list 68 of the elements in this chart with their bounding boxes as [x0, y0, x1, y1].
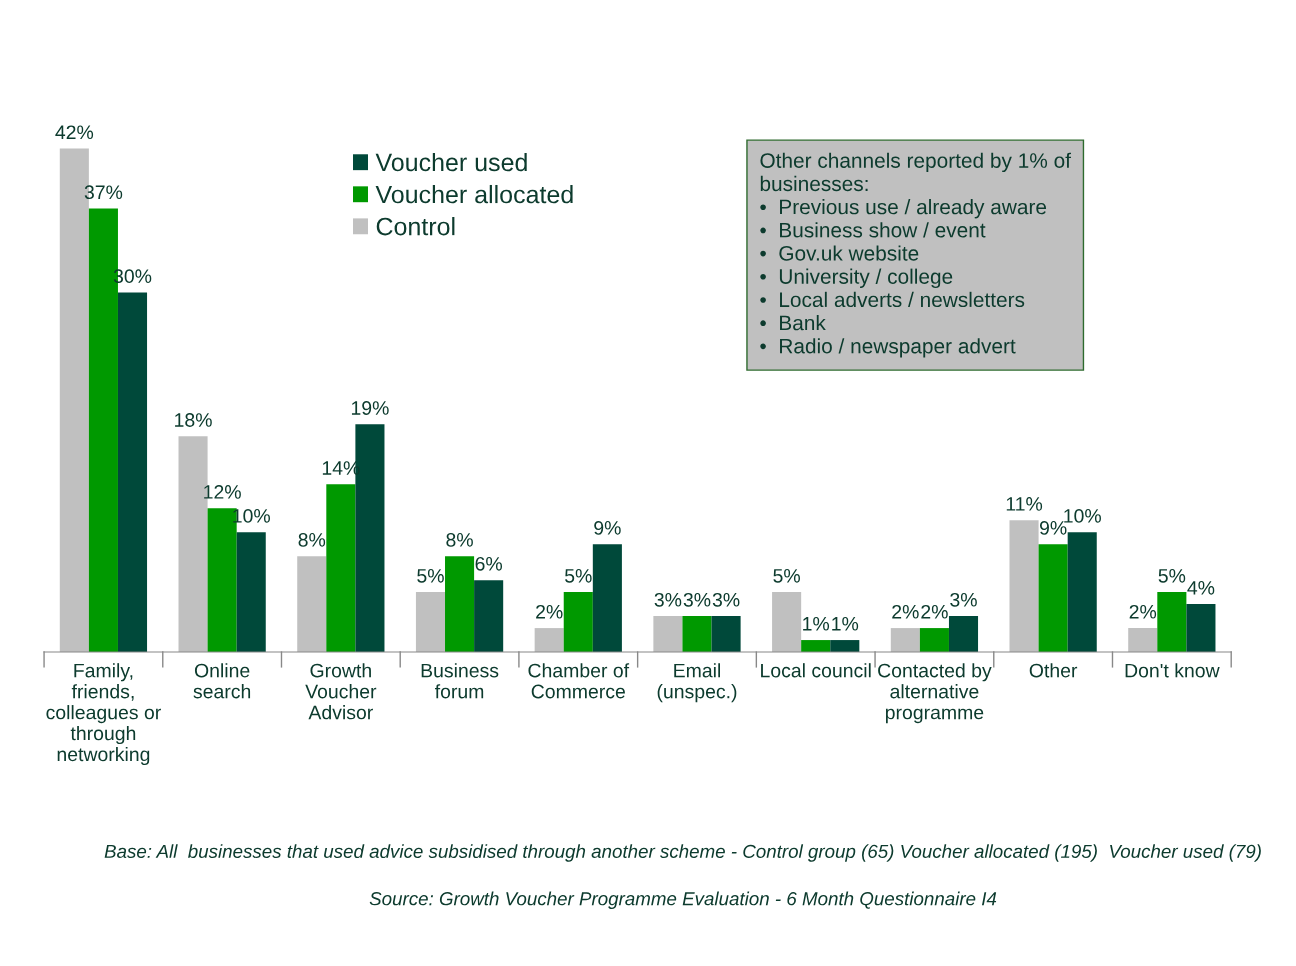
- data-label: 2%: [536, 604, 563, 619]
- x-tick-label: Chamber of Commerce: [528, 663, 630, 699]
- data-label: 3%: [683, 592, 711, 607]
- bar: [1186, 604, 1216, 653]
- bar: [801, 640, 831, 653]
- bar: [563, 592, 593, 653]
- data-label: 3%: [712, 592, 740, 607]
- bar: [1067, 532, 1097, 653]
- bar: [236, 532, 266, 653]
- x-tick-label: Email (unspec.): [657, 663, 737, 703]
- x-tick-label: Don't know: [1125, 663, 1220, 678]
- x-tick-label: Growth Voucher Advisor: [305, 663, 377, 720]
- bar: [445, 556, 475, 653]
- x-tick-label: Family, friends, colleagues or through networking: [46, 663, 161, 766]
- data-label: 5%: [565, 569, 592, 583]
- bar: [534, 628, 564, 653]
- x-tick-label: Contacted by alternative programme: [878, 663, 992, 724]
- bar: [117, 292, 148, 653]
- data-label: 4%: [1187, 581, 1215, 595]
- text: Other channels reported by 1% of businesses: • Previous use / already aware • Business show / event • Gov.uk website • University / college • Local adverts / newsletters • Bank • Radio / newspaper advert: [760, 152, 1072, 358]
- bar: [1009, 520, 1039, 653]
- x-tick-label: Online search: [193, 663, 251, 699]
- legend-label: Voucher allocated: [375, 184, 573, 204]
- bar: [326, 484, 356, 653]
- bar: [890, 628, 920, 653]
- bar: [772, 592, 802, 653]
- data-label: 11%: [1006, 497, 1043, 511]
- bar: [474, 580, 504, 653]
- x-tick-label: Other: [1029, 663, 1078, 678]
- data-label: 12%: [204, 485, 241, 499]
- data-label: 8%: [298, 532, 326, 547]
- bar: [297, 556, 327, 653]
- data-label: 5%: [773, 569, 800, 583]
- data-label: 2%: [892, 604, 919, 619]
- data-label: 42%: [55, 125, 94, 140]
- data-label: 3%: [950, 592, 977, 607]
- data-label: 5%: [417, 569, 444, 583]
- bar: [1128, 628, 1158, 653]
- bar: [415, 592, 446, 653]
- text: Base: All businesses that used advice subsidised through another scheme - Control group (65) Voucher allocated (195) Voucher used (79): [104, 844, 1261, 862]
- bar: [1038, 544, 1068, 653]
- data-label: 18%: [175, 413, 212, 427]
- data-label: 5%: [1158, 569, 1186, 583]
- x-tick-label: Business forum: [421, 663, 499, 699]
- data-label: 19%: [351, 401, 389, 415]
- bar: [711, 616, 741, 653]
- x-tick-label: Local council: [761, 663, 871, 678]
- bar: [653, 616, 683, 653]
- data-label: 2%: [1129, 604, 1157, 619]
- data-label: 1%: [832, 616, 859, 631]
- data-label: 6%: [475, 556, 503, 571]
- data-label: 9%: [594, 521, 621, 535]
- data-label: 8%: [446, 532, 473, 547]
- data-label: 3%: [654, 592, 682, 607]
- bar: [948, 616, 979, 653]
- legend-label: Voucher used: [375, 152, 527, 172]
- bar: [592, 544, 622, 653]
- bar: [830, 640, 860, 653]
- bar: [919, 628, 949, 653]
- data-label: 2%: [921, 604, 948, 619]
- data-label: 10%: [1064, 509, 1101, 523]
- bar: [682, 616, 712, 653]
- data-label: 1%: [803, 616, 830, 631]
- source-note: Source: Growth Voucher Programme Evaluation - 6 Month Questionnaire I4: [369, 891, 997, 910]
- data-label: 9%: [1039, 521, 1067, 535]
- data-label: 37%: [84, 185, 123, 200]
- legend-label: Control: [376, 217, 455, 236]
- bar: [1157, 592, 1187, 653]
